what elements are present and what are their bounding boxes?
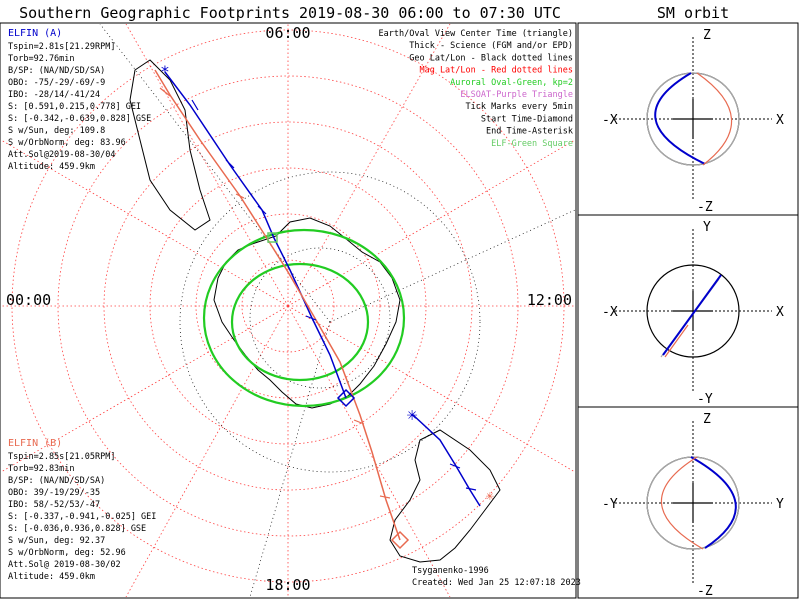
legend-item: Mag Lat/Lon - Red dotted lines	[419, 66, 573, 76]
orbit-axis-top: Z	[703, 28, 711, 43]
elfin-b-line: Altitude: 459.0km	[8, 572, 95, 582]
elfin-b-ticks	[159, 87, 391, 499]
elfin-b-line: IBO: 58/-52/53/-47	[8, 500, 100, 510]
legend-item: Tick Marks every 5min	[466, 102, 573, 112]
elfin-a-line: Torb=92.76min	[8, 54, 75, 64]
elfin-a-name: ELFIN (A)	[8, 28, 62, 39]
elf-square-marker	[267, 232, 278, 243]
elfin-b-line: S w/OrbNorm, deg: 52.96	[8, 548, 126, 558]
elfin-a-line: S: [-0.342,-0.639,0.828] GSE	[8, 114, 151, 124]
orbit-panel-xz: Z -Z -X X	[602, 28, 784, 215]
clock-bottom: 18:00	[265, 576, 310, 594]
orbit-axis-top: Z	[703, 412, 711, 427]
elfin-a-line: Tspin=2.81s[21.29RPM]	[8, 42, 115, 52]
auroral-oval-inner	[230, 262, 370, 382]
orbit-panel-xy: Y -Y -X X	[602, 220, 784, 407]
orbit-track-b-seg	[660, 456, 704, 550]
elfin-b-diamond	[390, 530, 410, 550]
elfin-b-line: Torb=92.83min	[8, 464, 75, 474]
orbit-axis-bottom: -Y	[697, 392, 713, 407]
polar-map: * ✳ ✳	[1, 24, 575, 597]
elfin-b-asterisk: ✳	[486, 488, 495, 504]
elfin-a-start-marker: *	[160, 62, 170, 81]
elfin-a-line: S: [0.591,0.215,0.778] GEI	[8, 102, 141, 112]
orbit-panel-yz: Z -Z -Y Y	[602, 412, 784, 599]
elfin-a-line: IBO: -28/14/-41/24	[8, 90, 100, 100]
orbit-track-b-seg	[696, 72, 733, 166]
orbit-track-ghost	[646, 456, 694, 550]
elfin-a-line: B/SP: (NA/ND/SD/SA)	[8, 66, 105, 76]
south-america-coastline	[389, 429, 501, 563]
legend-item: End Time-Asterisk	[486, 127, 573, 137]
orbit-axis-left: -Y	[602, 497, 618, 512]
elfin-a-track-2	[411, 413, 481, 507]
elfin-a-line: S w/Sun, deg: 109.8	[8, 126, 105, 136]
model-label: Tsyganenko-1996	[412, 566, 489, 576]
clock-top: 06:00	[265, 24, 310, 42]
orbit-panels: Z -Z -X X Y -Y -X X Z -Z -Y Y	[602, 28, 784, 599]
elfin-b-line: S: [-0.036,0.936,0.828] GSE	[8, 524, 146, 534]
legend-item: ELF-Green Square	[491, 139, 573, 149]
legend-item: Auroral Oval-Green, kp=2	[450, 78, 573, 88]
elfin-a-line: Att.Sol@2019-08-30/04	[8, 150, 115, 160]
orbit-track-a	[654, 72, 706, 165]
orbit-track-a	[662, 274, 722, 356]
elfin-b-line: OBO: 39/-19/29/-35	[8, 488, 100, 498]
orbit-axis-bottom: -Z	[697, 200, 713, 215]
africa-coastline	[129, 59, 211, 231]
orbit-axis-top: Y	[703, 220, 711, 235]
elfin-a-line: Altitude: 459.9km	[8, 162, 95, 172]
clock-right: 12:00	[527, 291, 572, 309]
legend-item: Thick - Science (FGM and/or EPD)	[409, 41, 573, 51]
orbit-track-ghost	[692, 72, 740, 166]
auroral-oval-outer	[202, 228, 406, 408]
orbit-track-b	[646, 72, 694, 166]
footprint-frame	[0, 22, 577, 599]
antarctica-coastline	[213, 217, 401, 409]
elfin-a-ticks	[191, 99, 477, 491]
orbit-axis-right: Y	[776, 497, 784, 512]
legend-item: ELSOAT-Purple Triangle	[460, 90, 573, 100]
elfin-b-line: S w/Sun, deg: 92.37	[8, 536, 105, 546]
elfin-a-info: ELFIN (A) Tspin=2.81s[21.29RPM] Torb=92.7…	[8, 28, 151, 172]
orbit-axis-left: -X	[602, 305, 618, 320]
clock-left: 00:00	[6, 291, 51, 309]
orbit-track-b-seg	[664, 324, 689, 358]
elfin-a-line: S w/OrbNorm, deg: 83.96	[8, 138, 126, 148]
orbit-track-b	[692, 456, 740, 550]
legend-item: Earth/Oval View Center Time (triangle)	[379, 29, 573, 39]
orbit-axis-right: X	[776, 113, 784, 128]
elfin-a-track	[164, 71, 347, 399]
geo-grid	[99, 24, 575, 597]
legend-item: Start Time-Diamond	[481, 114, 573, 124]
figure-title: Southern Geographic Footprints 2019-08-3…	[19, 4, 561, 22]
elfin-a-line: OBO: -75/-29/-69/-9	[8, 78, 105, 88]
created-label: Created: Wed Jan 25 12:07:18 2023	[412, 578, 581, 588]
elfin-b-info: ELFIN (B) Tspin=2.85s[21.05RPM] Torb=92.8…	[8, 438, 156, 582]
orbit-frame-yz	[577, 406, 799, 599]
orbit-axis-left: -X	[602, 113, 618, 128]
mag-grid	[1, 24, 575, 597]
elfin-b-track	[154, 69, 401, 541]
elfin-a-diamond	[336, 388, 356, 408]
orbit-axis-bottom: -Z	[697, 584, 713, 599]
elfin-b-line: B/SP: (NA/ND/SD/SA)	[8, 476, 105, 486]
orbit-axis-right: X	[776, 305, 784, 320]
legend-item: Geo Lat/Lon - Black dotted lines	[409, 53, 573, 63]
orbit-title: SM orbit	[657, 4, 729, 22]
legend: Earth/Oval View Center Time (triangle) Th…	[379, 29, 573, 149]
elfin-a-asterisk: ✳	[407, 404, 418, 425]
elfin-b-line: Tspin=2.85s[21.05RPM]	[8, 452, 115, 462]
orbit-track-a	[690, 456, 737, 549]
elfin-b-line: S: [-0.337,-0.941,-0.025] GEI	[8, 512, 156, 522]
elfin-b-line: Att.Sol@ 2019-08-30/02	[8, 560, 121, 570]
elfin-b-name: ELFIN (B)	[8, 438, 62, 449]
